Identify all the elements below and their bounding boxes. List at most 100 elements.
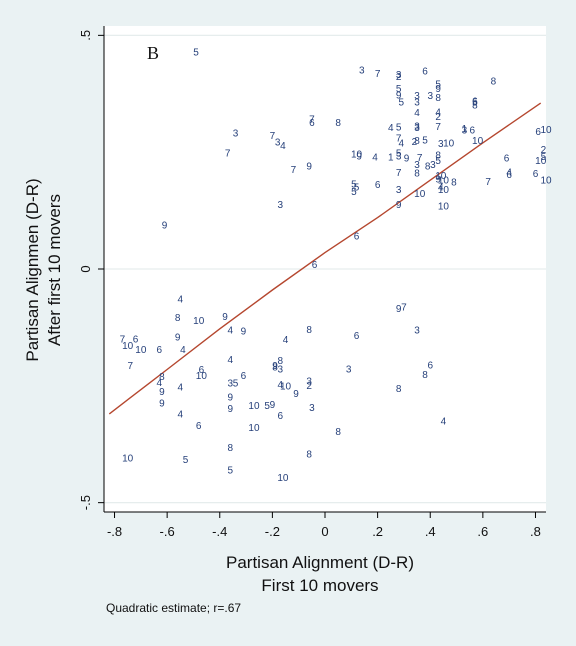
point-37: 3 (275, 137, 281, 148)
point-109: 6 (156, 345, 162, 356)
point-43: 5 (422, 136, 428, 147)
point-120: 3 (346, 365, 352, 376)
point-121: 8 (159, 372, 165, 383)
point-61: 10 (535, 156, 547, 167)
point-124: 4 (156, 378, 162, 389)
point-23: 7 (309, 114, 315, 125)
x-tick-label-3: -.2 (265, 524, 280, 539)
point-149: 8 (306, 450, 312, 461)
point-122: 10 (196, 371, 208, 382)
point-27: 5 (396, 122, 402, 133)
point-10: 9 (396, 91, 402, 102)
point-110: 4 (180, 345, 186, 356)
point-57: 7 (417, 153, 423, 164)
point-88: 9 (396, 200, 402, 211)
point-147: 8 (335, 427, 341, 438)
point-105: 7 (120, 335, 126, 346)
point-132: 9 (159, 387, 165, 398)
point-111: 7 (128, 361, 134, 372)
point-94: 9 (396, 304, 402, 315)
x-axis-title-line1: Partisan Alignment (D-R) (226, 553, 414, 572)
point-54: 5 (396, 149, 402, 160)
point-78: 5 (351, 179, 357, 190)
point-34: 6 (535, 127, 541, 138)
point-119: 6 (427, 360, 433, 371)
point-35: 10 (540, 125, 552, 136)
point-87: 3 (277, 200, 283, 211)
point-118: 6 (241, 371, 247, 382)
point-84: 5 (351, 187, 357, 198)
point-6: 5 (435, 79, 441, 90)
point-98: 4 (228, 325, 234, 336)
point-138: 10 (248, 401, 260, 412)
point-66: 3 (430, 160, 436, 171)
point-46: 10 (472, 136, 484, 147)
point-145: 10 (248, 423, 260, 434)
point-141: 3 (309, 403, 315, 414)
point-153: 10 (277, 473, 289, 484)
point-9: 5 (396, 84, 402, 95)
point-17: 8 (472, 100, 478, 111)
point-142: 4 (178, 409, 184, 420)
point-134: 8 (396, 384, 402, 395)
point-151: 5 (183, 455, 189, 466)
point-71: 6 (506, 170, 512, 181)
point-136: 9 (159, 399, 165, 410)
point-41: 2 (412, 137, 418, 148)
x-axis-title-line2: First 10 movers (261, 576, 378, 595)
point-79: 5 (354, 182, 360, 193)
point-108: 10 (135, 345, 147, 356)
point-70: 4 (506, 167, 512, 178)
x-tick-label-2: -.4 (212, 524, 227, 539)
point-12: 3 (414, 91, 420, 102)
point-89: 10 (438, 201, 450, 212)
point-28: 3 (414, 122, 420, 133)
point-1: 3 (359, 65, 365, 76)
point-68: 8 (414, 169, 420, 180)
point-7: 9 (435, 84, 441, 95)
point-123: 8 (422, 370, 428, 381)
y-axis-title-line1: Partisan Alignmen (D-R) (23, 178, 42, 361)
point-50: 10 (351, 150, 363, 161)
grid-lines (104, 34, 546, 504)
point-19: 4 (414, 108, 420, 119)
point-133: 9 (293, 389, 299, 400)
point-67: 7 (396, 168, 402, 179)
point-81: 3 (396, 185, 402, 196)
point-100: 8 (306, 325, 312, 336)
point-33: 6 (470, 126, 476, 137)
point-103: 6 (354, 331, 360, 342)
x-tick-label-8: .8 (530, 524, 541, 539)
x-tick-label-4: 0 (321, 524, 328, 539)
x-tick-label-6: .4 (425, 524, 436, 539)
point-128: 4 (277, 380, 283, 391)
fit-curve (108, 102, 542, 415)
point-80: 6 (375, 180, 381, 191)
point-97: 10 (193, 316, 205, 327)
point-24: 6 (309, 118, 315, 129)
panel-label: B (147, 43, 159, 63)
chart-note: Quadratic estimate; r=.67 (106, 601, 241, 615)
point-77: 10 (540, 176, 552, 187)
point-3: 3 (396, 70, 402, 81)
y-tick-label-1: 0 (78, 265, 93, 272)
x-tick-label-5: .2 (372, 524, 383, 539)
point-95: 8 (175, 313, 181, 324)
point-143: 6 (277, 411, 283, 422)
point-21: 2 (435, 112, 441, 123)
point-90: 6 (354, 231, 360, 242)
y-tick-label-2: .5 (78, 30, 93, 41)
point-5: 6 (422, 66, 428, 77)
point-4: 2 (396, 72, 402, 83)
point-0: 5 (193, 48, 199, 59)
point-45: 10 (443, 138, 455, 149)
point-113: 8 (277, 356, 283, 367)
point-146: 4 (441, 416, 447, 427)
point-40: 4 (399, 138, 405, 149)
point-26: 4 (388, 123, 394, 134)
point-59: 5 (435, 156, 441, 167)
point-91: 6 (312, 260, 318, 271)
point-53: 1 (388, 152, 394, 163)
point-96: 9 (222, 312, 228, 323)
